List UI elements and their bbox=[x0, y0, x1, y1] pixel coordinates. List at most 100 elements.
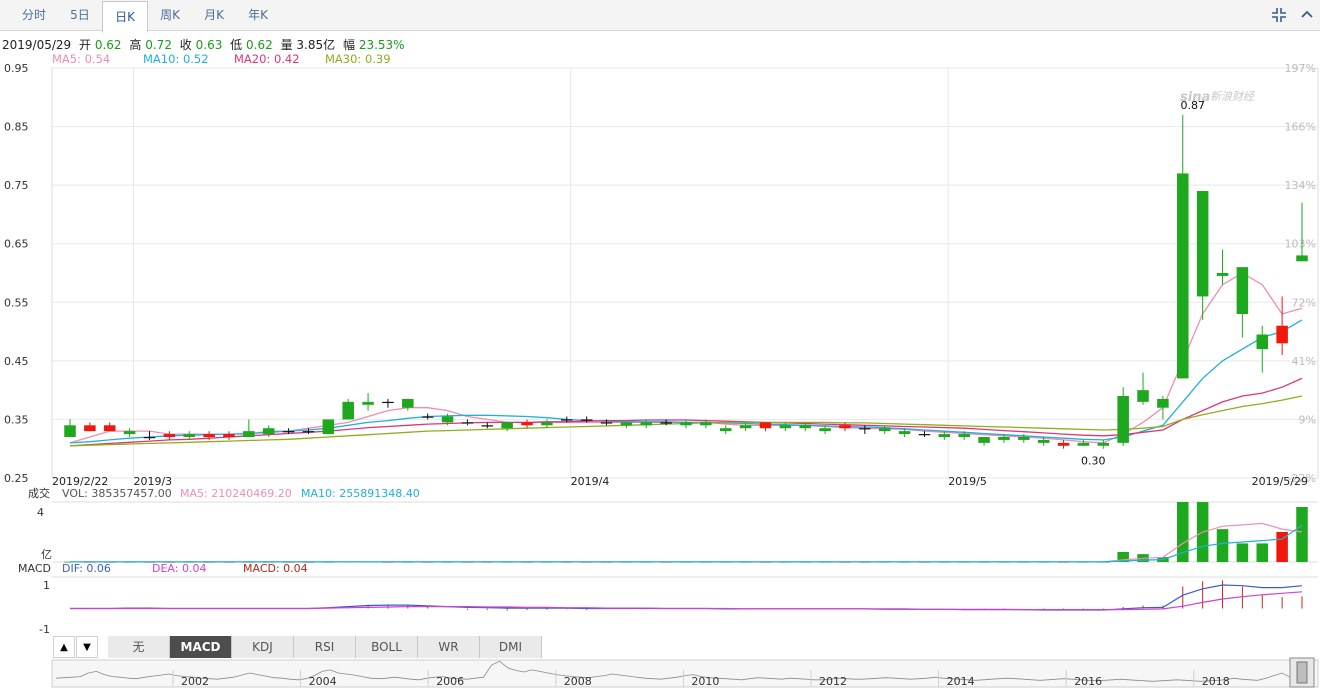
tab-yearly-k[interactable]: 年K bbox=[248, 8, 268, 22]
volume-bar bbox=[839, 561, 851, 563]
candle bbox=[163, 431, 176, 440]
timeline-year-label: 2016 bbox=[1074, 675, 1102, 688]
indicator-none-button[interactable]: 无 bbox=[108, 636, 170, 658]
shrink-icon[interactable] bbox=[1270, 6, 1288, 24]
info-open-value: 0.62 bbox=[94, 38, 122, 52]
volume-tick-top: 4 bbox=[37, 506, 44, 519]
price-annotation: 0.87 bbox=[1181, 99, 1206, 112]
volume-bar bbox=[898, 561, 911, 563]
volume-bar bbox=[1276, 532, 1288, 562]
volume-bar bbox=[660, 561, 672, 563]
tab-monthly-k[interactable]: 月K bbox=[204, 8, 224, 22]
candle bbox=[1256, 325, 1269, 373]
candle bbox=[1037, 437, 1050, 446]
candle bbox=[84, 422, 96, 432]
info-high-value: 0.72 bbox=[145, 38, 172, 52]
candle-body bbox=[183, 434, 195, 437]
candle-body bbox=[302, 431, 315, 433]
volume-bar bbox=[1037, 561, 1050, 563]
percent-tick-label: 9% bbox=[1299, 413, 1316, 426]
tab-intraday[interactable]: 分时 bbox=[21, 8, 46, 22]
candle-body bbox=[700, 422, 712, 426]
candle bbox=[779, 422, 792, 432]
date-tick-label: 2019/4 bbox=[571, 475, 610, 488]
candle-body bbox=[998, 437, 1010, 440]
candle bbox=[302, 428, 315, 435]
series-ma5 bbox=[69, 272, 1303, 444]
volume-ma10-line bbox=[70, 524, 1303, 563]
volume-bar bbox=[700, 561, 712, 563]
candle-body bbox=[660, 422, 672, 424]
candle-body bbox=[1216, 273, 1229, 276]
indicator-rsi-button[interactable]: RSI bbox=[294, 636, 356, 658]
candle-body bbox=[362, 401, 374, 405]
volume-bar bbox=[878, 561, 891, 563]
volume-bar bbox=[103, 561, 116, 563]
date-tick-label: 2019/5 bbox=[948, 475, 987, 488]
watermark: sina 新浪财经 bbox=[1180, 90, 1255, 105]
info-high-label: 高 bbox=[129, 38, 142, 52]
volume-unit: 亿 bbox=[41, 548, 52, 561]
candle-body bbox=[163, 434, 176, 437]
timeline-grip bbox=[1296, 661, 1308, 684]
tab-daily-k[interactable]: 日K bbox=[102, 1, 148, 33]
candle bbox=[1276, 296, 1288, 355]
macd-tick-top: 1 bbox=[43, 579, 50, 592]
candle bbox=[839, 422, 851, 432]
tab-5day[interactable]: 5日 bbox=[70, 8, 90, 22]
timeline-year-label: 2018 bbox=[1202, 675, 1230, 688]
candle bbox=[600, 419, 613, 426]
candle-body bbox=[402, 398, 414, 408]
candle-body bbox=[779, 425, 792, 429]
candle bbox=[402, 398, 414, 411]
timeline-year-label: 2012 bbox=[819, 675, 847, 688]
candle bbox=[342, 398, 354, 420]
ma30-legend: MA30: 0.39 bbox=[325, 52, 391, 66]
volume-bar bbox=[402, 561, 414, 563]
candle bbox=[1177, 114, 1189, 379]
volume-bar bbox=[680, 561, 692, 563]
indicator-kdj-button[interactable]: KDJ bbox=[232, 636, 294, 658]
candle-body bbox=[421, 416, 434, 418]
candle-body bbox=[342, 401, 354, 420]
candle-body bbox=[739, 425, 752, 429]
candle-body bbox=[143, 437, 156, 439]
volume-bar bbox=[1057, 561, 1070, 563]
timeline-year-label: 2002 bbox=[181, 675, 209, 688]
volume-bar bbox=[1097, 561, 1110, 563]
price-tick-label: 0.45 bbox=[4, 355, 29, 368]
candle bbox=[203, 431, 215, 440]
candle bbox=[680, 419, 692, 429]
volume-bar bbox=[282, 561, 295, 563]
volume-bar bbox=[640, 561, 653, 563]
history-timeline[interactable]: 2002 2004 2006 2008 2010 2012 2014 2016 2018 bbox=[51, 657, 1319, 688]
candle bbox=[1196, 191, 1209, 320]
chevron-up-icon[interactable] bbox=[1298, 6, 1316, 24]
indicator-boll-button[interactable]: BOLL bbox=[356, 636, 418, 658]
macd-dea: DEA: 0.04 bbox=[152, 562, 206, 575]
price-tick-label: 0.55 bbox=[4, 296, 29, 309]
volume-bar bbox=[719, 561, 732, 563]
indicator-prev-button[interactable]: ▲ bbox=[53, 636, 75, 658]
candle bbox=[1097, 439, 1110, 449]
tab-weekly-k[interactable]: 周K bbox=[160, 8, 180, 22]
indicator-next-button[interactable]: ▼ bbox=[76, 636, 98, 658]
indicator-dmi-button[interactable]: DMI bbox=[480, 636, 542, 658]
candle bbox=[382, 398, 394, 408]
timeline-year-label: 2014 bbox=[947, 675, 975, 688]
candle bbox=[998, 434, 1010, 443]
indicator-wr-button[interactable]: WR bbox=[418, 636, 480, 658]
candle bbox=[64, 419, 76, 437]
series-ma20 bbox=[69, 377, 1303, 447]
volume-bar bbox=[84, 561, 96, 563]
volume-bar bbox=[183, 561, 195, 563]
volume-bar bbox=[561, 561, 573, 563]
indicator-macd-button[interactable]: MACD bbox=[170, 636, 232, 658]
timeline-year-label: 2006 bbox=[436, 675, 464, 688]
volume-ma5-line bbox=[70, 522, 1303, 563]
volume-bar bbox=[302, 561, 315, 563]
candle bbox=[421, 413, 434, 420]
volume-bar bbox=[799, 561, 811, 563]
candle bbox=[1296, 202, 1308, 262]
